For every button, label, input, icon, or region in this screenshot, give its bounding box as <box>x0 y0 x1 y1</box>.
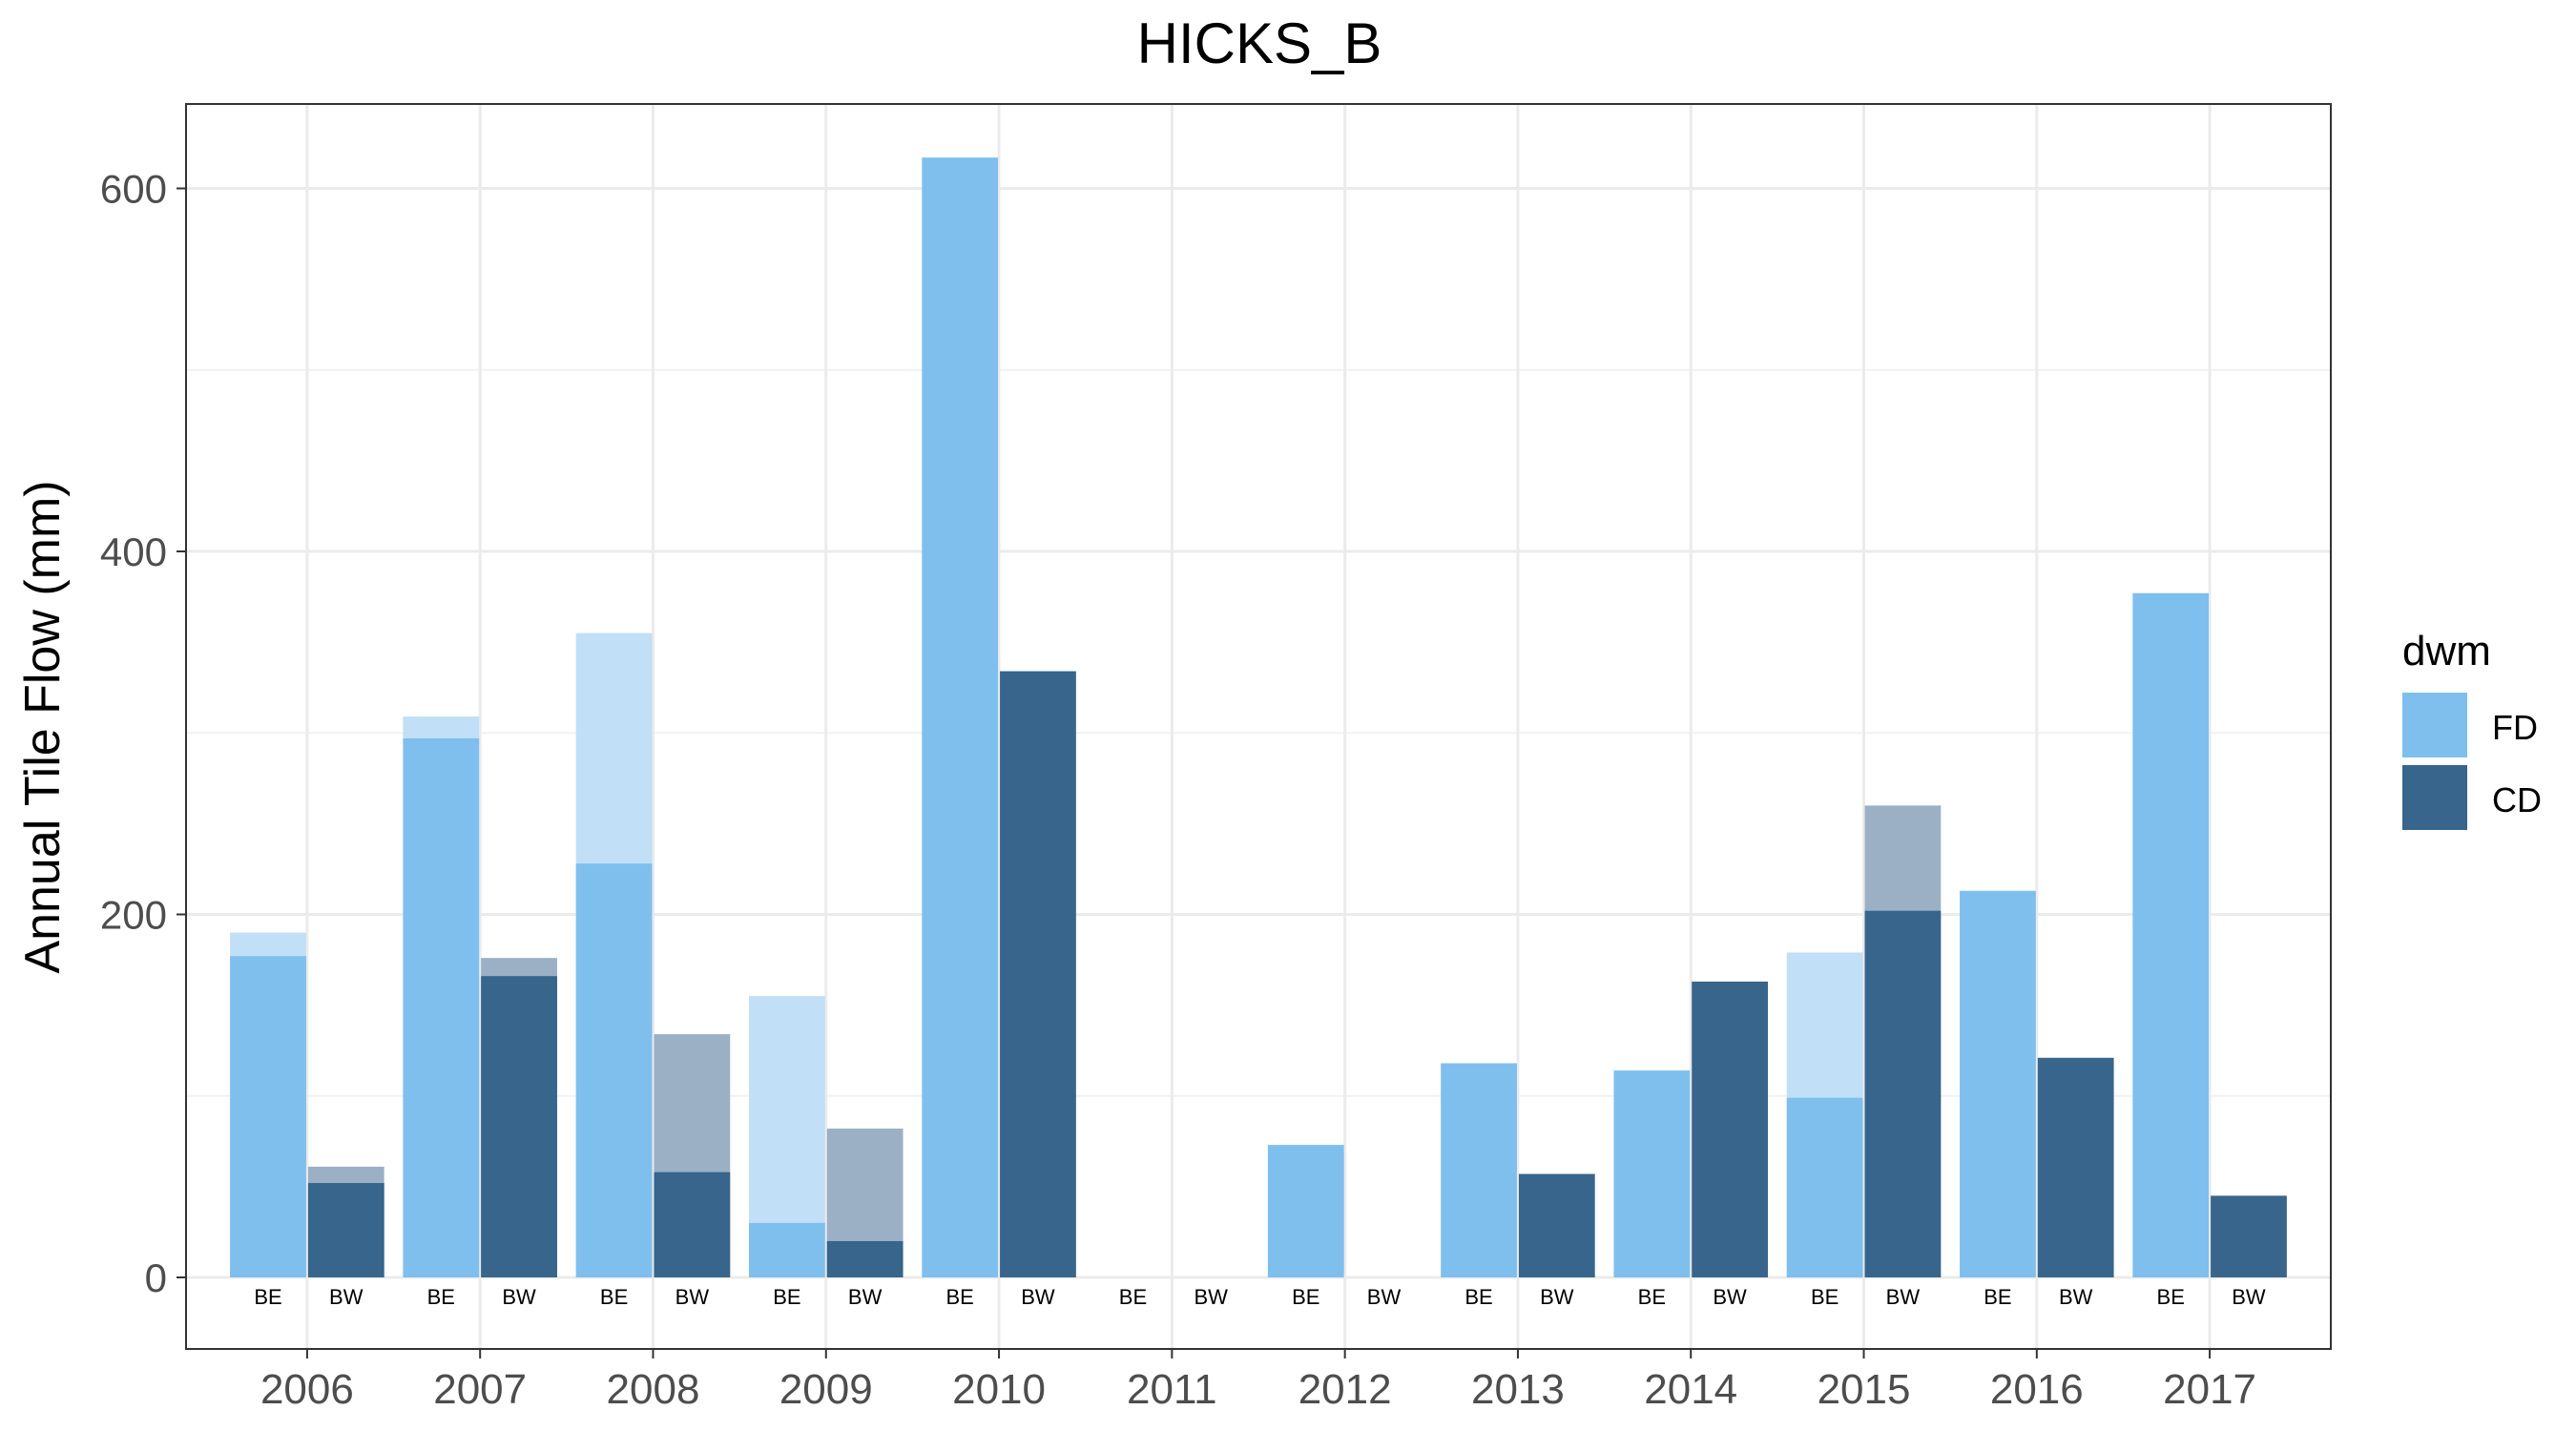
bar-sublabel: BW <box>1195 1285 1229 1309</box>
y-axis-label: Annual Tile Flow (mm) <box>15 480 71 973</box>
x-tick-label: 2013 <box>1471 1366 1565 1413</box>
bar-sublabel: BW <box>1540 1285 1574 1309</box>
x-tick-label: 2007 <box>433 1366 527 1413</box>
bar-BW-2010 <box>1000 671 1076 1277</box>
bar-BE-2008 <box>575 863 653 1277</box>
x-tick-label: 2010 <box>952 1366 1046 1413</box>
x-tick-label: 2012 <box>1298 1366 1392 1413</box>
bar-sublabel: BE <box>254 1285 281 1309</box>
x-tick-label: 2006 <box>260 1366 354 1413</box>
bar-sublabel: BW <box>329 1285 364 1309</box>
bar-BW-2006 <box>307 1183 384 1277</box>
bar-BW-2016 <box>2037 1057 2114 1277</box>
legend-label: CD <box>2492 780 2542 819</box>
bar-sublabel: BE <box>427 1285 455 1309</box>
bar-BE-2016 <box>1960 890 2036 1277</box>
bar-BE-2009 <box>749 1222 825 1277</box>
bar-BW-2007 <box>481 976 557 1277</box>
bar-BW-2017 <box>2211 1195 2287 1277</box>
bar-BW-2014 <box>1692 981 1768 1277</box>
x-tick-label: 2015 <box>1818 1366 1911 1413</box>
y-tick-label: 400 <box>100 529 167 574</box>
bar-BE-2007 <box>403 737 480 1277</box>
bar-sublabel: BE <box>1119 1285 1147 1309</box>
y-tick-label: 600 <box>100 167 167 212</box>
bar-sublabel: BE <box>600 1285 628 1309</box>
bar-sublabel: BE <box>1638 1285 1666 1309</box>
bar-sublabel: BE <box>773 1285 800 1309</box>
x-tick-label: 2008 <box>607 1366 700 1413</box>
bar-BE-2014 <box>1613 1070 1691 1277</box>
bar-sublabel: BE <box>1811 1285 1839 1309</box>
legend-key-cd <box>2402 765 2467 830</box>
legend-key-fd <box>2402 693 2467 757</box>
x-tick-label: 2009 <box>779 1366 873 1413</box>
bar-BW-2009 <box>826 1240 904 1277</box>
bar-BE-2013 <box>1441 1063 1517 1277</box>
bar-BW-2008 <box>654 1172 731 1277</box>
bar-sublabel: BW <box>675 1285 710 1309</box>
bar-sublabel: BW <box>1713 1285 1747 1309</box>
legend-title: dwm <box>2402 628 2491 674</box>
bar-BE-2012 <box>1267 1145 1344 1277</box>
y-tick-label: 200 <box>100 893 167 938</box>
bar-sublabel: BE <box>946 1285 974 1309</box>
bar-sublabel: BW <box>502 1285 536 1309</box>
bar-sublabel: BW <box>2232 1285 2266 1309</box>
x-tick-label: 2016 <box>1990 1366 2084 1413</box>
x-tick-label: 2011 <box>1127 1366 1217 1413</box>
x-tick-label: 2014 <box>1644 1366 1737 1413</box>
plot-panel: BE BW BE BW BE BW BE BW BE BW BE BW BE BW BE BW BE BW BE BW… <box>100 103 2332 1413</box>
bar-sublabel: BE <box>1465 1285 1492 1309</box>
y-tick-label: 0 <box>145 1255 167 1300</box>
chart-title: HICKS_B <box>1137 11 1382 75</box>
bar-sublabel: BW <box>1886 1285 1921 1309</box>
legend-label: FD <box>2492 708 2538 747</box>
bar-BE-2015 <box>1786 1097 1863 1277</box>
bar-sublabel: BW <box>2059 1285 2093 1309</box>
bar-BE-2010 <box>922 157 999 1278</box>
bar-sublabel: BW <box>848 1285 883 1309</box>
bar-BW-2013 <box>1518 1173 1595 1277</box>
bar-sublabel: BE <box>1292 1285 1319 1309</box>
bar-sublabel: BW <box>1021 1285 1055 1309</box>
bar-BE-2017 <box>2132 592 2210 1277</box>
bar-BE-2006 <box>230 956 306 1277</box>
bar-sublabel: BW <box>1367 1285 1402 1309</box>
panel-border <box>185 103 2332 1350</box>
bar-BW-2015 <box>1864 910 1942 1277</box>
x-tick-label: 2017 <box>2163 1366 2256 1413</box>
bar-sublabel: BE <box>1984 1285 2011 1309</box>
bar-sublabel: BE <box>2157 1285 2185 1309</box>
